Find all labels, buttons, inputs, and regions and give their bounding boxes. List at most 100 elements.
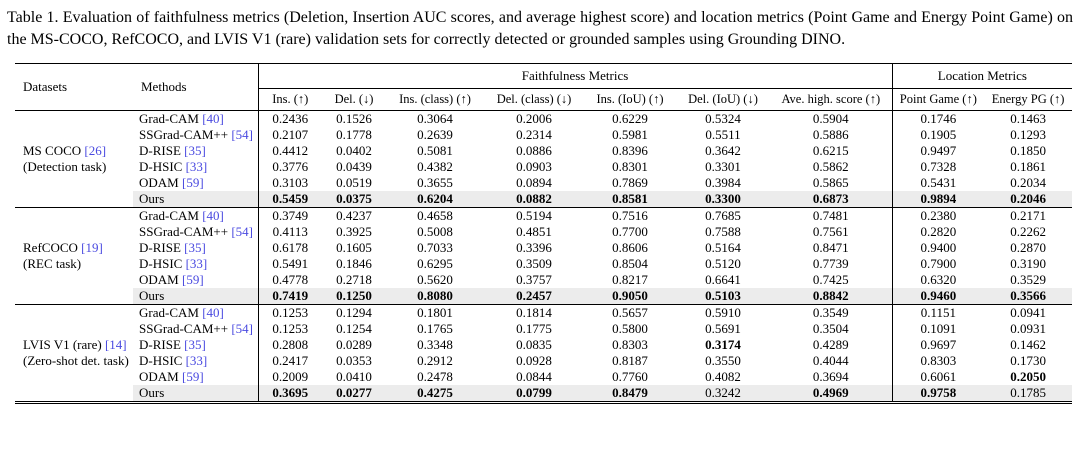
method-cell: Ours [133,385,258,403]
metric-value: 0.1746 [891,110,985,127]
method-cell: Ours [133,288,258,305]
metric-value: 0.6295 [417,256,453,271]
metric-value: 0.5194 [516,208,552,223]
method-cell: Ours [133,191,258,208]
metric-value: 0.9460 [891,288,985,305]
method-name: D-RISE [139,337,181,352]
citation-link[interactable]: [35] [184,240,206,255]
metric-value: 0.1785 [984,385,1073,403]
citation-link[interactable]: [35] [184,337,206,352]
dataset-task: (Detection task) [23,159,107,174]
table-row: MS COCO [26] (Detection task) Grad-CAM [40… [15,110,1072,174]
metric-value: 0.7481 [812,208,849,223]
method-name: ODAM [139,272,179,287]
citation-link[interactable]: [54] [231,127,253,142]
table-row: D-RISE [35] 0.4412 0.0402 0.5081 0.0886 0.839… [15,143,1072,159]
metric-value: 0.3695 [257,385,322,403]
metric-value: 0.9497 [891,143,985,159]
col-header-ins: Ins. (↑) [257,88,322,111]
metric-value: 0.4969 [770,385,893,403]
citation-link[interactable]: [14] [104,337,127,352]
citation-link[interactable]: [40] [202,111,224,126]
metric-value: 0.0835 [516,337,552,352]
metric-value: 0.7419 [257,288,322,305]
citation-link[interactable]: [19] [81,240,103,255]
citation-link[interactable]: [59] [181,272,204,287]
citation-link[interactable]: [40] [202,208,224,223]
metric-value: 0.1151 [891,304,985,321]
method-name: SSGrad-CAM++ [139,321,229,336]
metric-value: 0.3776 [257,159,322,175]
method-cell: Grad-CAM [40] [133,111,258,128]
metric-value: 0.1801 [417,305,453,320]
metric-value: 0.5800 [612,321,648,336]
table-row: ODAM [59] 0.3103 0.0519 0.3655 0.0894 0.7869 0… [15,175,1072,191]
citation-link[interactable]: [33] [185,353,208,368]
metric-value: 0.3984 [705,175,741,190]
metric-value: 0.5103 [676,288,770,305]
metric-value: 0.1850 [1010,143,1046,158]
metric-value: 0.5008 [417,224,453,239]
method-name: D-RISE [139,240,181,255]
dataset-name: LVIS V1 (rare) [23,337,102,352]
col-header-del: Del. (↓) [334,92,374,106]
method-name: SSGrad-CAM++ [139,224,229,239]
metric-value: 0.0439 [336,159,372,174]
metric-value: 0.7685 [705,208,741,223]
group-header-row: Datasets Methods Faithfulness Metrics Lo… [15,63,1073,94]
citation-link[interactable]: [40] [202,305,224,320]
metric-value: 0.1778 [336,127,372,142]
dataset-label: MS COCO [26] (Detection task) [15,111,133,208]
citation-link[interactable]: [26] [84,143,107,158]
metric-value: 0.5459 [257,191,322,208]
metric-value: 0.1846 [336,256,372,271]
metric-value: 0.0941 [1010,305,1046,320]
method-name: Grad-CAM [139,111,199,126]
document-page: Table 1. Evaluation of faithfulness metr… [0,7,1080,404]
metric-value: 0.7588 [705,224,741,239]
table-row: D-HSIC [33] 0.5491 0.1846 0.6295 0.3509 0.850… [15,256,1072,272]
citation-link[interactable]: [59] [181,175,204,190]
metric-value: 0.2314 [516,127,552,142]
metric-value: 0.8303 [612,337,648,352]
metric-value: 0.1605 [336,240,372,255]
col-header-ave-high-score: Ave. high. score (↑) [781,92,881,106]
metric-value: 0.2009 [257,369,322,385]
metric-value: 0.3642 [705,143,741,158]
metric-value: 0.2050 [1010,369,1046,384]
table-row: RefCOCO [19] (REC task) Grad-CAM [40] 0.374… [15,207,1072,271]
metric-value: 0.0931 [1010,321,1046,336]
metric-value: 0.3301 [705,159,741,174]
metric-value: 0.0882 [484,191,584,208]
metric-value: 0.1462 [1010,337,1046,352]
citation-link[interactable]: [33] [185,159,208,174]
citation-link[interactable]: [54] [231,224,253,239]
metric-value: 0.8217 [612,272,648,287]
table-row: Ours 0.7419 0.1250 0.8080 0.2457 0.9050 0.5103… [15,288,1073,305]
table-row: ODAM [59] 0.2009 0.0410 0.2478 0.0844 0.7760 0… [15,369,1072,385]
method-name: D-HSIC [139,159,183,174]
metric-value: 0.5620 [417,272,453,287]
metric-value: 0.6204 [386,191,484,208]
metric-value: 0.3348 [417,337,453,352]
metric-value: 0.4275 [386,385,484,403]
metric-value: 0.3190 [1010,256,1046,271]
citation-link[interactable]: [54] [231,321,253,336]
metric-value: 0.0519 [336,175,372,190]
metric-value: 0.7033 [417,240,453,255]
col-header-energy-pg: Energy PG (↑) [991,92,1065,106]
metric-value: 0.8471 [812,240,849,255]
metric-value: 0.1293 [1010,127,1046,142]
table-row: LVIS V1 (rare) [14] (Zero-shot det. task)… [15,304,1072,368]
metric-value: 0.1254 [336,321,372,336]
citation-link[interactable]: [59] [181,369,204,384]
metric-value: 0.4778 [257,272,322,288]
metric-value: 0.7700 [612,224,648,239]
method-cell: Grad-CAM [40] [133,208,258,225]
metric-value: 0.3925 [336,224,372,239]
metric-value: 0.5120 [705,256,741,271]
citation-link[interactable]: [35] [184,143,206,158]
citation-link[interactable]: [33] [185,256,208,271]
metric-value: 0.6320 [891,272,985,288]
method-cell: SSGrad-CAM++ [54] [133,224,258,240]
